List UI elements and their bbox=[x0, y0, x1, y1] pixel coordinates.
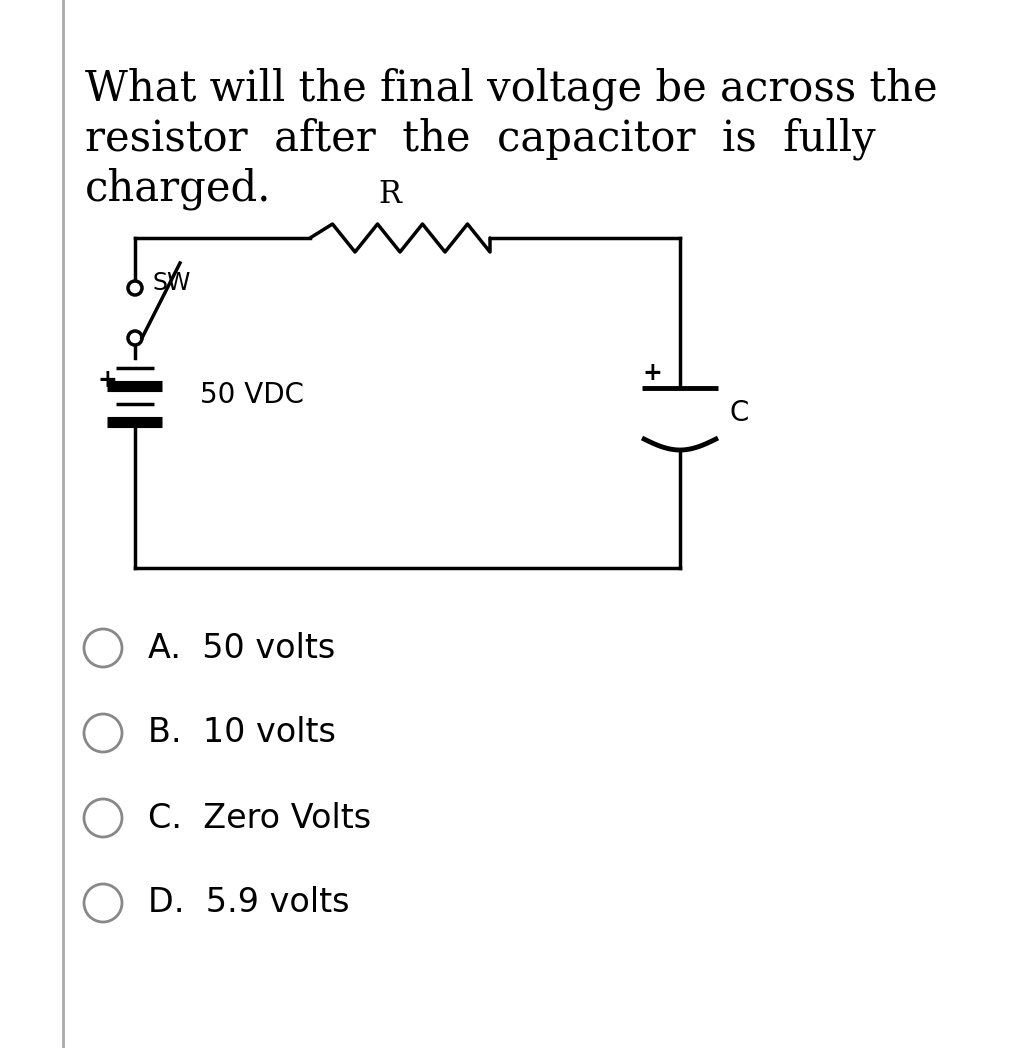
Text: SW: SW bbox=[153, 271, 192, 294]
Text: 50 VDC: 50 VDC bbox=[200, 381, 304, 409]
Text: R: R bbox=[379, 179, 401, 210]
Text: B.  10 volts: B. 10 volts bbox=[148, 717, 336, 749]
Text: D.  5.9 volts: D. 5.9 volts bbox=[148, 887, 350, 919]
Text: charged.: charged. bbox=[85, 168, 271, 211]
Text: A.  50 volts: A. 50 volts bbox=[148, 632, 335, 664]
Text: resistor  after  the  capacitor  is  fully: resistor after the capacitor is fully bbox=[85, 118, 875, 160]
Text: C.  Zero Volts: C. Zero Volts bbox=[148, 802, 371, 834]
Text: What will the final voltage be across the: What will the final voltage be across th… bbox=[85, 68, 937, 110]
Text: +: + bbox=[642, 361, 662, 385]
Text: C: C bbox=[730, 399, 749, 427]
Text: +: + bbox=[97, 368, 117, 392]
